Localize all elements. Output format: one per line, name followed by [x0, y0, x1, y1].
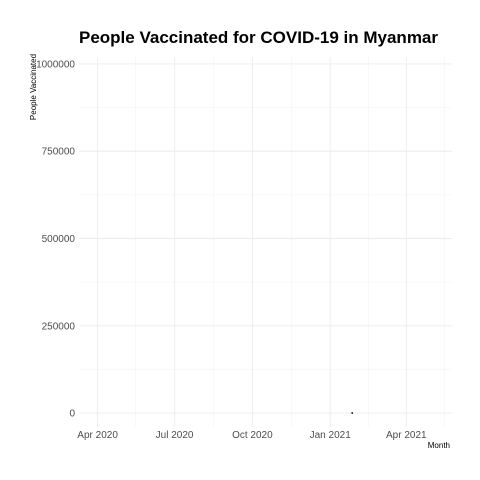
- x-axis-label: Month: [428, 441, 450, 450]
- y-axis-label: People Vaccinated: [29, 54, 38, 120]
- x-tick-label: Jan 2021: [310, 430, 352, 441]
- data-point: [351, 412, 354, 414]
- x-tick-labels: Apr 2020 Jul 2020 Oct 2020 Jan 2021 Apr 2021: [77, 430, 427, 441]
- y-tick-label: 750000: [42, 147, 76, 158]
- y-tick-label: 0: [69, 409, 75, 420]
- major-gridlines: [79, 57, 452, 427]
- x-tick-label: Jul 2020: [156, 430, 194, 441]
- x-tick-label: Oct 2020: [232, 430, 273, 441]
- x-tick-label: Apr 2020: [77, 430, 118, 441]
- x-tick-label: Apr 2021: [386, 430, 427, 441]
- data-points: [351, 412, 354, 414]
- y-tick-label: 1000000: [36, 59, 75, 70]
- y-tick-label: 500000: [42, 234, 76, 245]
- chart-title: People Vaccinated for COVID-19 in Myanma…: [79, 28, 438, 47]
- y-tick-labels: 0 250000 500000 750000 1000000: [36, 59, 75, 419]
- minor-gridlines: [79, 57, 452, 427]
- y-tick-label: 250000: [42, 321, 76, 332]
